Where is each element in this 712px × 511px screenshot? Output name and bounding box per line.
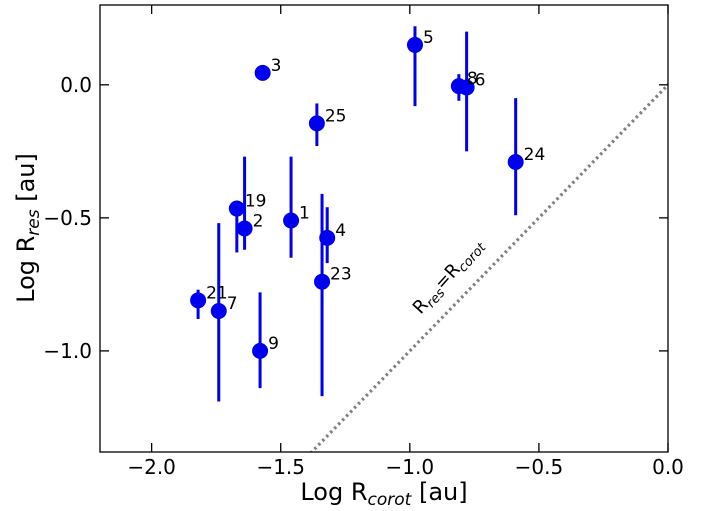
data-point: [254, 64, 271, 81]
data-point: [450, 78, 467, 95]
plot-frame: [99, 4, 669, 453]
x-tick-label: −0.5: [515, 455, 564, 479]
point-label: 1: [299, 204, 310, 224]
x-axis-label: Log Rcorot [au]: [300, 478, 467, 510]
y-tick-label: −1.0: [43, 339, 92, 363]
axes: −2.0 −1.5 −1.0 −0.5 0.0 0.0 −0.5 −1.0: [43, 4, 684, 479]
point-label: 25: [325, 106, 347, 126]
point-label: 24: [524, 145, 546, 165]
diagonal-label: Rres=Rcorot: [409, 234, 490, 320]
data-point: [210, 302, 227, 319]
data-point: [252, 342, 269, 359]
y-tick-label: 0.0: [60, 73, 92, 97]
x-tick-label: −1.5: [256, 455, 305, 479]
point-label: 6: [475, 70, 486, 90]
data-point: [308, 115, 325, 132]
point-label: 3: [271, 56, 282, 76]
point-label: 19: [245, 192, 267, 212]
diagonal-line: [309, 82, 668, 452]
data-point: [283, 212, 300, 229]
point-label: 4: [335, 221, 346, 241]
data-point: [314, 273, 331, 290]
x-tick-label: −2.0: [127, 455, 176, 479]
x-tick-label: 0.0: [652, 455, 684, 479]
data-point: [406, 36, 423, 53]
point-label: 9: [268, 334, 279, 354]
point-label: 5: [423, 28, 434, 48]
point-label: 7: [227, 294, 238, 314]
y-axis-label: Log Rres [au]: [12, 153, 44, 303]
point-label: 23: [330, 265, 352, 285]
data-point: [319, 229, 336, 246]
diagonal-group: [309, 82, 668, 452]
point-label: 21: [206, 283, 228, 303]
point-label: 2: [253, 212, 264, 232]
data-point: [190, 292, 207, 309]
x-tick-label: −1.0: [386, 455, 435, 479]
point-label: 8: [467, 69, 478, 89]
data-point: [228, 200, 245, 217]
y-tick-label: −0.5: [43, 206, 92, 230]
data-point: [236, 220, 253, 237]
data-point: [507, 153, 524, 170]
